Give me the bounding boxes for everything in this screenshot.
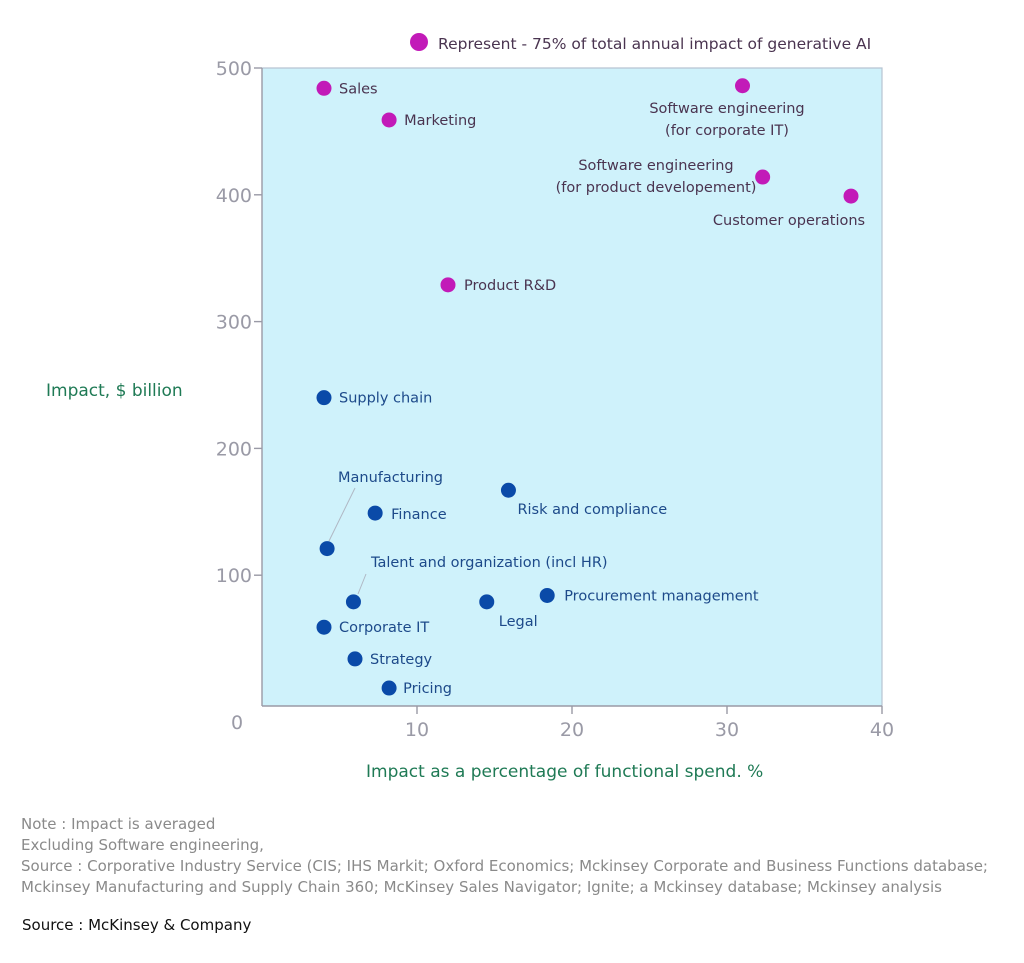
chart-notes: Note : Impact is averaged Excluding Soft…: [21, 814, 988, 898]
data-point-label: Finance: [391, 507, 447, 523]
data-point-label: Sales: [339, 81, 378, 97]
data-point-label: Software engineering (for corporate IT): [649, 101, 804, 139]
data-point: [381, 112, 397, 128]
x-tick-label: 40: [870, 719, 894, 741]
scatter-chart: 0 100 200 300 400 500 10 20 30 40 Represent - 75% …: [216, 33, 894, 741]
data-point-label: Customer operations: [713, 213, 865, 229]
data-point-label: Strategy: [370, 652, 433, 668]
x-tick-label: 30: [715, 719, 739, 741]
legend-marker: [410, 33, 428, 51]
y-tick-label: 200: [216, 438, 252, 460]
source-credit: Source : McKinsey & Company: [22, 916, 252, 934]
x-tick-label: 20: [560, 719, 584, 741]
data-point: [500, 482, 516, 498]
data-point-label: Procurement management: [564, 588, 759, 604]
data-point-label: Marketing: [404, 113, 476, 129]
data-point-label: Corporate IT: [339, 620, 429, 636]
y-tick-label: 100: [216, 565, 252, 587]
y-tick-label: 500: [216, 58, 252, 80]
label-leader-line: [357, 573, 367, 595]
note-line: Note : Impact is averaged: [21, 815, 216, 833]
data-point-label: Risk and compliance: [517, 502, 667, 518]
data-point: [755, 169, 771, 185]
data-point: [316, 80, 332, 96]
data-point: [316, 619, 332, 635]
note-line: Source : Corporative Industry Service (C…: [21, 857, 988, 875]
data-point: [440, 277, 456, 293]
x-tick-label: 10: [405, 719, 429, 741]
data-point-label: Software engineering (for product develop…: [556, 158, 757, 196]
data-point: [539, 587, 555, 603]
data-point-label: Pricing: [403, 681, 452, 697]
y-tick-label: 300: [216, 312, 252, 334]
data-point: [735, 78, 750, 94]
plot-area: [262, 68, 882, 706]
data-point: [843, 188, 859, 204]
y-tick-label: 0: [231, 712, 243, 734]
y-axis-title: Impact, $ billion: [46, 381, 183, 401]
legend-label: Represent - 75% of total annual impact o…: [438, 35, 871, 53]
data-point: [381, 680, 397, 696]
data-point-label: Product R&D: [464, 278, 556, 294]
plot-frame: [262, 67, 883, 706]
data-point-label: Talent and organization (incl HR): [370, 555, 608, 571]
data-point-label: Supply chain: [339, 391, 432, 407]
data-point-label: Manufacturing: [338, 470, 443, 486]
data-point-label: Legal: [499, 614, 538, 630]
data-point: [347, 651, 363, 667]
data-point: [316, 390, 332, 406]
x-axis-title: Impact as a percentage of functional spe…: [366, 762, 764, 782]
y-tick-label: 400: [216, 185, 252, 207]
note-line: Mckinsey Manufacturing and Supply Chain …: [21, 878, 942, 896]
data-point: [319, 541, 335, 557]
data-point: [367, 505, 383, 521]
note-line: Excluding Software engineering,: [21, 836, 264, 854]
data-point: [345, 594, 361, 610]
label-leader-line: [328, 487, 356, 542]
data-point: [479, 594, 495, 610]
